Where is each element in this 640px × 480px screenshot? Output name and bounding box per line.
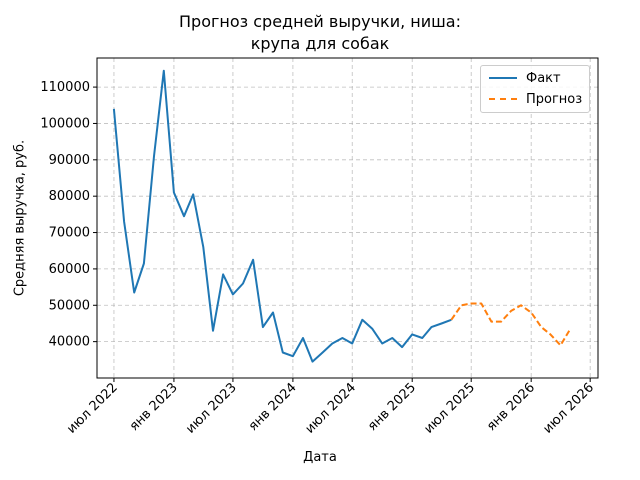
y-tick-label: 70000 bbox=[49, 226, 90, 241]
y-axis-label: Средняя выручка, руб. bbox=[12, 139, 28, 297]
legend-swatch-fact bbox=[489, 77, 517, 79]
y-tick-label: 110000 bbox=[40, 80, 90, 95]
x-tick-label: июл 2024 bbox=[303, 380, 360, 437]
x-tick-label: янв 2024 bbox=[246, 380, 300, 434]
legend-label-forecast: Прогноз bbox=[526, 91, 583, 107]
x-tick-label: июл 2022 bbox=[64, 380, 121, 437]
plot-frame bbox=[96, 57, 599, 379]
legend-item-fact: Факт bbox=[489, 70, 561, 86]
legend-swatch-forecast bbox=[489, 98, 517, 100]
x-tick-label: янв 2023 bbox=[127, 380, 181, 434]
x-tick-label: июл 2023 bbox=[183, 380, 240, 437]
legend-label-fact: Факт bbox=[526, 70, 561, 86]
series-line-forecast bbox=[450, 302, 572, 347]
y-tick-label: 50000 bbox=[49, 298, 90, 313]
y-tick-label: 80000 bbox=[49, 189, 90, 204]
legend-item-forecast: Прогноз bbox=[489, 91, 582, 107]
legend: Факт Прогноз bbox=[480, 65, 590, 113]
chart-title-line1: Прогноз средней выручки, ниша: bbox=[179, 12, 461, 31]
x-tick-label: июл 2025 bbox=[422, 380, 479, 437]
x-axis-label: Дата bbox=[303, 450, 337, 465]
y-tick-label: 90000 bbox=[49, 153, 90, 168]
x-tick-label: янв 2026 bbox=[484, 380, 538, 434]
series-line-fact bbox=[112, 69, 452, 363]
x-tick-label: янв 2025 bbox=[365, 380, 419, 434]
y-tick-label: 100000 bbox=[40, 116, 90, 131]
chart-title-line2: крупа для собак bbox=[250, 34, 390, 53]
y-tick-label: 60000 bbox=[49, 262, 90, 277]
x-tick-label: июл 2026 bbox=[540, 380, 597, 437]
y-tick-label: 40000 bbox=[49, 335, 90, 350]
